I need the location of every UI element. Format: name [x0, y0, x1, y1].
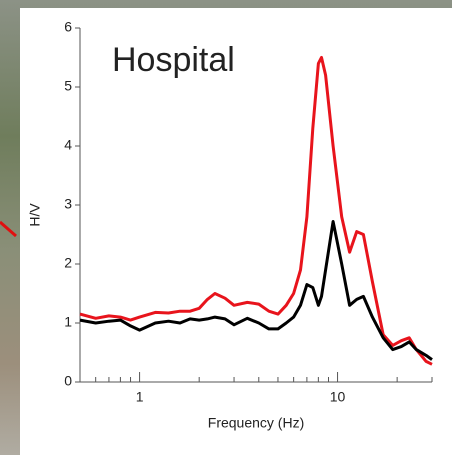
arrow-fragment — [0, 220, 17, 238]
y-tick-label: 4 — [64, 137, 72, 153]
y-tick-label: 3 — [64, 196, 72, 212]
y-tick-label: 6 — [64, 19, 72, 35]
y-tick-label: 1 — [64, 314, 72, 330]
y-tick-label: 5 — [64, 78, 72, 94]
y-tick-label: 0 — [64, 373, 72, 389]
y-tick-label: 2 — [64, 255, 72, 271]
series-line — [79, 56, 433, 366]
chart-panel — [20, 8, 452, 455]
x-tick-label: 10 — [330, 389, 346, 405]
x-axis-label: Frequency (Hz) — [208, 415, 304, 431]
series-line — [79, 220, 433, 361]
annotation: Hospital — [112, 41, 235, 79]
x-tick-label: 1 — [136, 389, 144, 405]
y-axis-label: H/V — [27, 203, 43, 227]
